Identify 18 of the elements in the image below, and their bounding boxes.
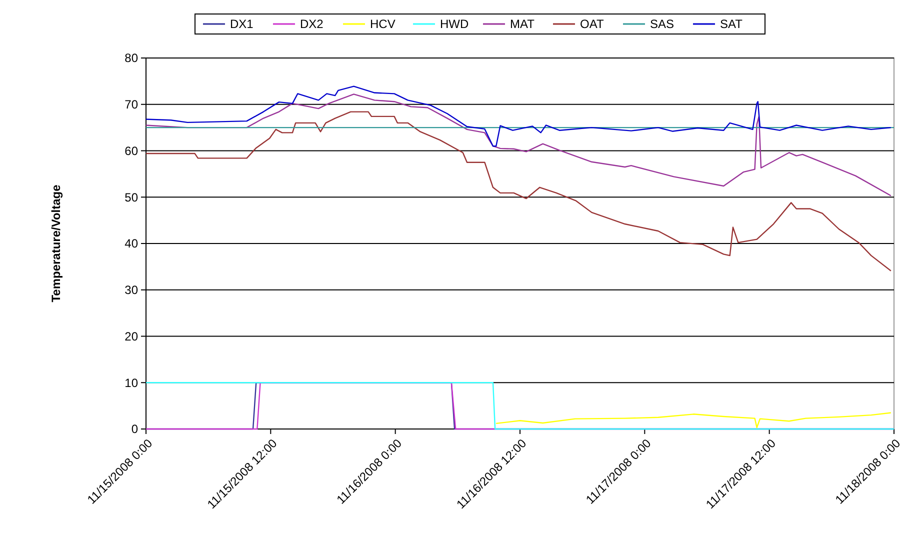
legend-label: SAT bbox=[720, 17, 744, 32]
y-tick-label: 10 bbox=[124, 376, 138, 390]
y-tick-label: 70 bbox=[124, 98, 138, 112]
y-tick-label: 60 bbox=[124, 144, 138, 158]
legend-label: HWD bbox=[440, 17, 469, 32]
y-tick-label: 0 bbox=[131, 422, 138, 436]
legend-label: SAS bbox=[650, 17, 674, 32]
y-tick-label: 50 bbox=[124, 190, 138, 204]
legend-label: DX1 bbox=[230, 17, 254, 32]
legend-label: OAT bbox=[580, 17, 604, 32]
y-tick-label: 20 bbox=[124, 329, 138, 344]
legend-label: DX2 bbox=[300, 17, 324, 32]
y-tick-label: 40 bbox=[124, 236, 138, 251]
legend-label: MAT bbox=[510, 17, 536, 32]
y-axis-title: Temperature/Voltage bbox=[49, 184, 63, 302]
legend-label: HCV bbox=[370, 17, 396, 32]
y-tick-label: 30 bbox=[124, 283, 138, 298]
y-tick-label: 80 bbox=[124, 51, 138, 66]
